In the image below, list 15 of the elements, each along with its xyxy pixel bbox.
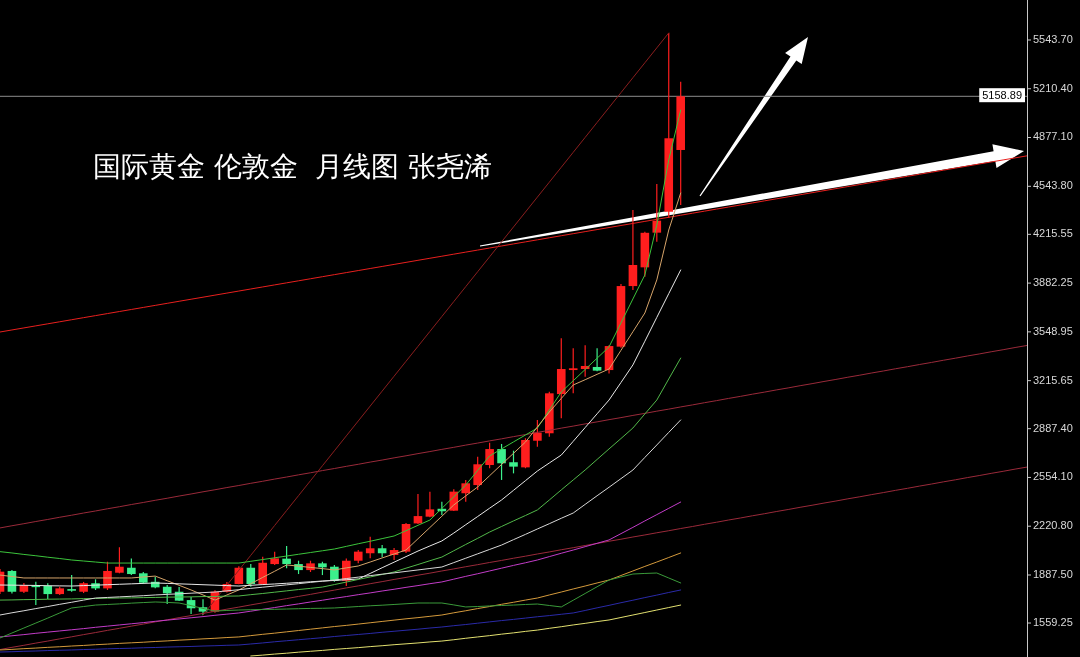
y-tick-label: 4877.10 <box>1033 130 1073 143</box>
y-tick-label: 1887.50 <box>1033 567 1073 580</box>
y-tick-label: 3215.65 <box>1033 373 1073 386</box>
y-tick-label: 3882.25 <box>1033 276 1073 289</box>
y-tick-label: 2220.80 <box>1033 519 1073 532</box>
y-tick-label: 1559.25 <box>1033 615 1073 628</box>
y-tick-label: 5543.70 <box>1033 32 1073 45</box>
ref-line-label: 5158.89 <box>982 89 1022 102</box>
y-tick-label: 4543.80 <box>1033 179 1073 192</box>
y-tick-label: 2554.10 <box>1033 470 1073 483</box>
y-tick-label: 5210.40 <box>1033 81 1073 94</box>
y-tick-label: 2887.40 <box>1033 421 1073 434</box>
text: 国际黄金 伦敦金 月线图 张尧浠 <box>93 150 492 182</box>
y-tick-label: 4215.55 <box>1033 227 1073 240</box>
y-tick-label: 3548.95 <box>1033 324 1073 337</box>
